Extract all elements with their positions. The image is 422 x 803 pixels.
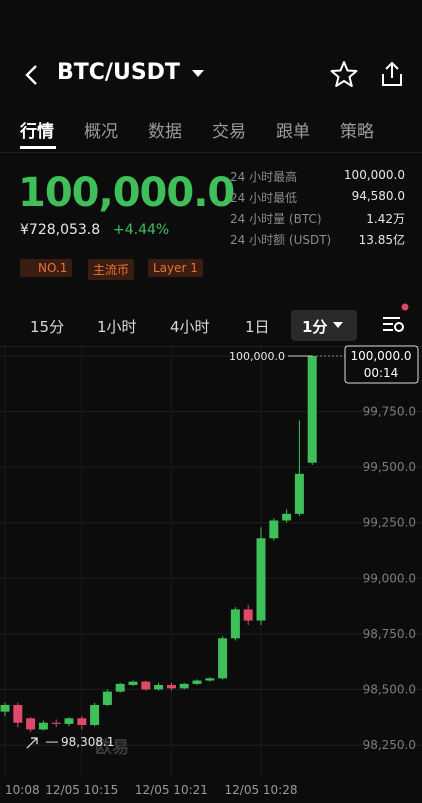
candle-body xyxy=(90,704,100,725)
tab[interactable]: 交易 xyxy=(212,122,246,142)
countdown: 00:14 xyxy=(364,366,399,380)
candle-body xyxy=(13,704,23,723)
stat-value: 1.42万 xyxy=(366,212,405,226)
interval-dropdown[interactable] xyxy=(332,321,344,330)
candle-body xyxy=(205,678,215,681)
low-marker-arrow xyxy=(26,737,38,749)
y-tick-label: 99,500.0 xyxy=(363,460,416,474)
interval-option[interactable]: 15分 xyxy=(30,318,65,336)
interval-option[interactable]: 4小时 xyxy=(170,318,210,336)
low-marker-label: 98,308.1 xyxy=(61,735,114,749)
candle-body xyxy=(307,356,317,463)
tag: 主流币 xyxy=(88,259,135,280)
candle-body xyxy=(77,718,87,725)
active-interval-label[interactable]: 1分 xyxy=(302,318,328,336)
y-tick-label: 99,250.0 xyxy=(363,516,416,530)
candle-body xyxy=(154,684,164,690)
tab[interactable]: 策略 xyxy=(340,122,374,142)
tab-indicator xyxy=(20,146,56,149)
candle-body xyxy=(256,538,266,621)
candle-body xyxy=(192,680,202,684)
last-price-label: 100,000.0 xyxy=(350,349,411,363)
candle-body xyxy=(230,609,240,639)
candle-body xyxy=(0,704,10,712)
stat-label: 24 小时额 (USDT) xyxy=(230,233,332,247)
candle-body xyxy=(26,718,36,730)
y-tick-label: 99,750.0 xyxy=(363,405,416,419)
divider xyxy=(0,152,422,153)
y-tick-label: 99,000.0 xyxy=(363,571,416,585)
tab[interactable]: 行情 xyxy=(20,122,54,142)
share-button[interactable] xyxy=(378,60,406,88)
candle-body xyxy=(166,684,176,689)
candle-body xyxy=(128,681,138,685)
tag: NO.1 xyxy=(20,259,73,277)
stat-label: 24 小时最低 xyxy=(230,191,298,205)
candle-body xyxy=(243,609,253,621)
favorite-star[interactable] xyxy=(330,60,358,88)
candle-body xyxy=(218,638,228,679)
y-tick-label: 98,750.0 xyxy=(363,627,416,641)
candle-body xyxy=(179,683,189,689)
pair-dropdown[interactable] xyxy=(190,68,206,80)
stat-value: 13.85亿 xyxy=(358,233,405,247)
pair-title[interactable]: BTC/USDT xyxy=(57,60,180,85)
stat-value: 100,000.0 xyxy=(343,168,405,182)
chart-settings[interactable] xyxy=(380,302,410,336)
x-tick-label: 12/05 10:15 xyxy=(45,783,118,797)
tab[interactable]: 概况 xyxy=(84,122,118,142)
y-tick-label: 98,500.0 xyxy=(363,682,416,696)
y-tick-label: 98,250.0 xyxy=(363,738,416,752)
candle-body xyxy=(294,473,304,514)
watermark: 欧易 xyxy=(95,737,129,758)
high-marker-label: 100,000.0 xyxy=(229,350,285,363)
candle-body xyxy=(102,691,112,705)
x-tick-label: 12/05 10:21 xyxy=(135,783,208,797)
candle-body xyxy=(115,683,125,692)
interval-option[interactable]: 1日 xyxy=(245,318,270,336)
divider xyxy=(0,346,422,347)
stat-label: 24 小时最高 xyxy=(230,170,298,184)
interval-option[interactable]: 1小时 xyxy=(97,318,137,336)
candle-body xyxy=(51,722,61,724)
tab[interactable]: 跟单 xyxy=(276,122,310,142)
x-tick-label: 12/05 10:28 xyxy=(225,783,298,797)
tab[interactable]: 数据 xyxy=(148,122,182,142)
stat-value: 94,580.0 xyxy=(351,189,405,203)
candle-body xyxy=(141,681,151,690)
back-button[interactable] xyxy=(22,63,42,87)
stat-label: 24 小时量 (BTC) xyxy=(230,212,322,226)
candle-body xyxy=(38,722,48,730)
cny-price: ¥728,053.8 xyxy=(20,222,101,238)
candle-body xyxy=(64,718,74,724)
x-tick-label: 10:08 xyxy=(5,783,40,797)
tag: Layer 1 xyxy=(148,259,203,277)
active-interval[interactable] xyxy=(291,310,357,341)
candle-body xyxy=(282,513,292,521)
last-price: 100,000.0 xyxy=(18,170,235,216)
price-change: +4.44% xyxy=(113,222,170,238)
candle-body xyxy=(269,520,279,539)
candlestick-chart: 98,250.0 98,500.0 98,750.0 99,000.0 99,250.0… xyxy=(0,345,422,797)
last-price-box xyxy=(344,345,419,384)
